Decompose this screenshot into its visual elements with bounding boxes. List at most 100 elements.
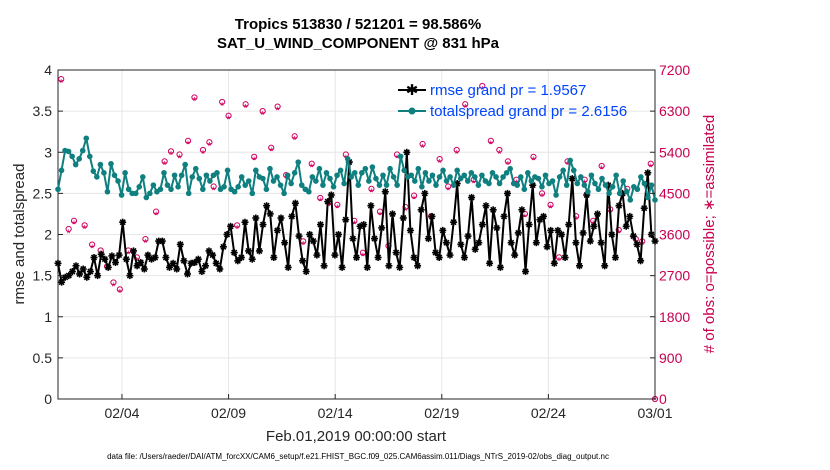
totalspread-point bbox=[55, 186, 61, 193]
obs-possible-point bbox=[462, 101, 469, 108]
rmse-point bbox=[489, 206, 497, 214]
rmse-point bbox=[640, 204, 648, 212]
totalspread-point bbox=[125, 186, 132, 193]
obs-assimilated-point: * bbox=[243, 103, 248, 115]
totalspread-point bbox=[267, 165, 273, 172]
rmse-point bbox=[558, 231, 565, 238]
rmse-point bbox=[475, 239, 483, 247]
rmse-point bbox=[367, 202, 375, 210]
obs-assimilated-point: * bbox=[548, 203, 553, 215]
rmse-point bbox=[112, 259, 119, 266]
totalspread-point bbox=[150, 182, 157, 188]
totalspread-point bbox=[496, 180, 503, 187]
obs-possible-point bbox=[268, 144, 275, 151]
obs-assimilated-point: * bbox=[192, 96, 197, 108]
rmse-point bbox=[442, 239, 450, 247]
x-tick-label: 02/14 bbox=[318, 405, 353, 421]
obs-assimilated-point: * bbox=[169, 150, 174, 162]
totalspread-point bbox=[383, 182, 390, 188]
y-tick-label-left: 2.5 bbox=[33, 185, 53, 201]
rmse-point bbox=[428, 212, 436, 220]
obs-possible-point bbox=[496, 146, 503, 154]
rmse-point bbox=[194, 255, 202, 263]
totalspread-point bbox=[270, 178, 277, 184]
rmse-point bbox=[176, 240, 184, 248]
rmse-point bbox=[320, 262, 328, 270]
rmse-point bbox=[579, 229, 587, 237]
obs-assimilated-point: * bbox=[212, 185, 217, 197]
totalspread-point bbox=[295, 159, 302, 165]
totalspread-point bbox=[373, 175, 379, 182]
rmse-point bbox=[446, 251, 454, 259]
rmse-point bbox=[130, 247, 137, 255]
totalspread-point bbox=[358, 170, 365, 176]
y-tick-label-right: 1800 bbox=[659, 309, 690, 325]
obs-possible-point bbox=[291, 133, 298, 140]
totalspread-point bbox=[143, 194, 150, 201]
totalspread-point bbox=[419, 183, 425, 190]
totalspread-point bbox=[366, 178, 372, 184]
obs-possible-point bbox=[161, 158, 168, 165]
totalspread-point bbox=[415, 165, 422, 172]
totalspread-point bbox=[411, 178, 418, 184]
totalspread-point bbox=[528, 178, 535, 184]
totalspread-point bbox=[645, 194, 651, 201]
totalspread-point bbox=[517, 174, 524, 180]
obs-assimilated-point: * bbox=[72, 219, 77, 231]
obs-possible-point bbox=[167, 148, 175, 155]
rmse-point bbox=[158, 237, 166, 245]
totalspread-point bbox=[616, 190, 623, 197]
rmse-point bbox=[104, 263, 112, 271]
rmse-point bbox=[597, 239, 605, 247]
obs-assimilated-point: * bbox=[649, 162, 654, 174]
totalspread-point bbox=[380, 172, 386, 179]
obs-assimilated-point: * bbox=[275, 105, 280, 117]
rmse-point bbox=[432, 249, 440, 257]
rmse-point bbox=[586, 237, 594, 245]
totalspread-point bbox=[104, 188, 111, 195]
totalspread-point bbox=[507, 165, 513, 172]
rmse-point bbox=[464, 232, 472, 240]
rmse-point bbox=[263, 202, 271, 210]
totalspread-point bbox=[369, 164, 376, 170]
totalspread-point bbox=[556, 174, 563, 180]
totalspread-point bbox=[479, 172, 485, 179]
obs-possible-point bbox=[152, 208, 160, 215]
obs-assimilated-point: * bbox=[438, 157, 443, 169]
rmse-point bbox=[568, 175, 576, 183]
y-axis-label-right: # of obs: o=possible; ∗=assimilated bbox=[701, 115, 718, 354]
rmse-point bbox=[651, 237, 659, 245]
totalspread-point bbox=[79, 147, 86, 154]
rmse-point bbox=[327, 191, 335, 199]
totalspread-point bbox=[245, 178, 252, 184]
totalspread-point bbox=[362, 165, 369, 172]
obs-assimilated-point: * bbox=[540, 192, 545, 204]
totalspread-point bbox=[115, 178, 121, 184]
obs-assimilated-point: * bbox=[111, 281, 116, 293]
totalspread-point bbox=[76, 156, 82, 162]
totalspread-point bbox=[207, 178, 213, 184]
obs-assimilated-point: * bbox=[617, 228, 622, 240]
totalspread-point bbox=[426, 178, 432, 184]
rmse-point bbox=[532, 239, 540, 247]
obs-assimilated-point: * bbox=[301, 240, 306, 252]
obs-assimilated-point: * bbox=[135, 256, 140, 268]
obs-assimilated-point: * bbox=[90, 243, 95, 255]
rmse-point bbox=[58, 278, 66, 286]
obs-assimilated-point: * bbox=[653, 395, 658, 407]
rmse-point bbox=[94, 272, 102, 280]
rmse-point bbox=[273, 226, 281, 234]
rmse-point bbox=[119, 218, 127, 226]
totalspread-point bbox=[429, 172, 436, 179]
obs-possible-point bbox=[116, 286, 123, 293]
y-axis-label-left: rmse and totalspread bbox=[11, 164, 28, 305]
totalspread-point bbox=[525, 170, 531, 176]
y-tick-label-right: 0 bbox=[659, 391, 667, 407]
totalspread-point bbox=[454, 167, 460, 174]
y-tick-label-left: 1.5 bbox=[33, 268, 53, 284]
obs-assimilated-point: * bbox=[497, 148, 502, 160]
rmse-point bbox=[626, 212, 634, 220]
obs-possible-point bbox=[615, 226, 622, 234]
rmse-point bbox=[324, 198, 332, 206]
totalspread-point bbox=[401, 167, 407, 174]
